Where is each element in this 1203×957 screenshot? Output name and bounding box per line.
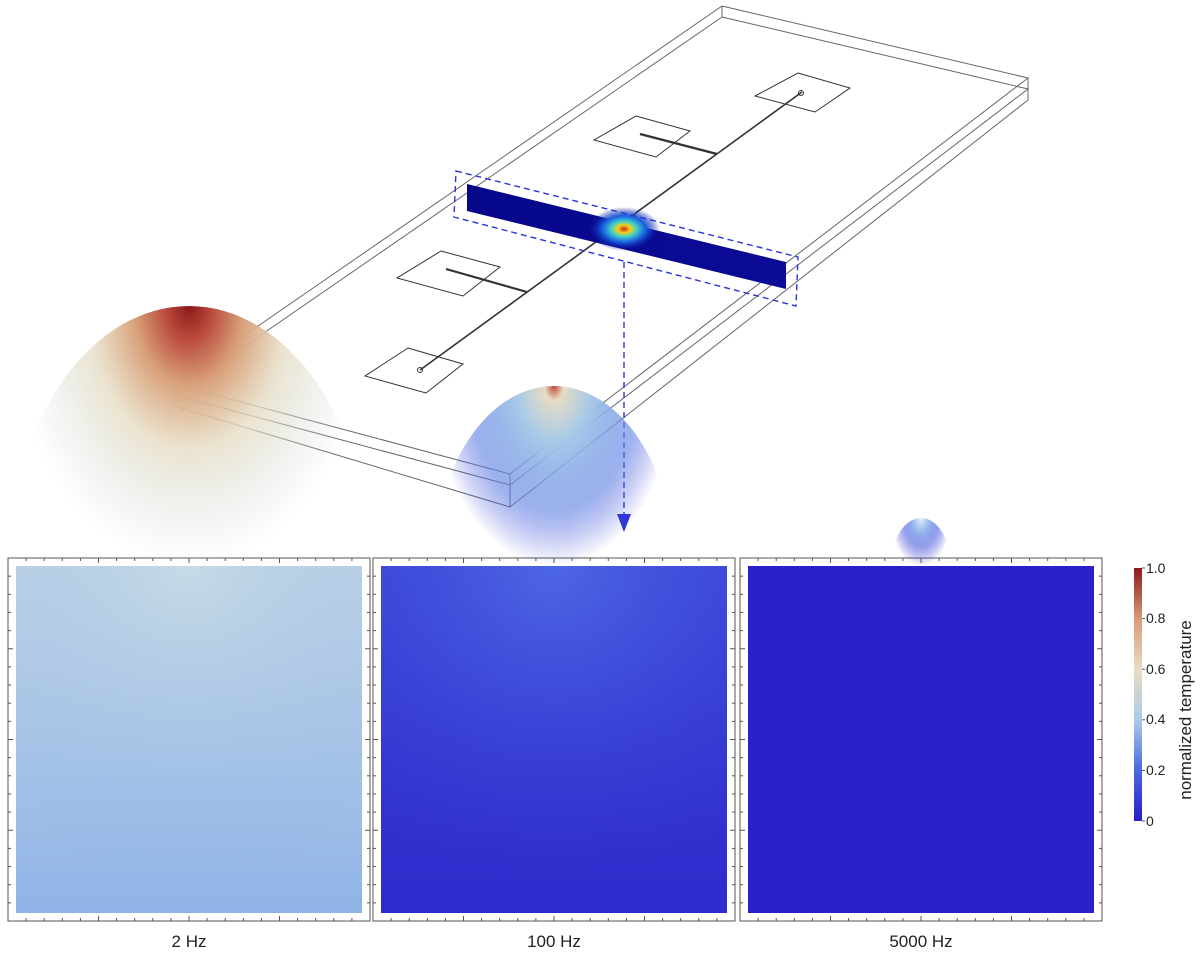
contact-pad [592, 115, 692, 158]
hotspot-2hz [9, 306, 369, 826]
colorbar-tick-label: 0.6 [1146, 661, 1166, 677]
panel-ticks [8, 558, 1145, 921]
panel-2hz [7, 306, 371, 922]
contact-pad [395, 250, 502, 297]
panel-5000hz [739, 518, 1103, 922]
device-3d-view [172, 5, 1030, 508]
panel-label-100hz: 100 Hz [527, 932, 581, 951]
colorbar-tick-label: 0.4 [1146, 711, 1166, 727]
contact-pad [363, 347, 465, 394]
wire-terminal [417, 367, 423, 373]
colorbar-title: normalized temperature [1176, 620, 1195, 800]
colorbar-gradient [1134, 568, 1142, 821]
colorbar [1134, 568, 1142, 821]
hotspot-100hz [434, 386, 674, 746]
panel-label-2hz: 2 Hz [171, 932, 207, 951]
sensor-wire [639, 132, 718, 156]
contact-pad [753, 72, 852, 113]
panel-label-5000hz: 5000 Hz [889, 932, 953, 951]
sensor-wire [445, 267, 528, 294]
wire-terminal [798, 90, 804, 96]
colorbar-tick-label: 0.2 [1146, 762, 1166, 778]
colorbar-tick-label: 0 [1146, 813, 1154, 829]
panel-100hz [372, 386, 736, 922]
colorbar-tick-label: 0.8 [1146, 610, 1166, 626]
hotspot-5000hz [891, 518, 951, 614]
colorbar-tick-label: 1.0 [1146, 560, 1166, 576]
selection-box [453, 170, 799, 307]
heatmap-5000hz [748, 566, 1094, 913]
